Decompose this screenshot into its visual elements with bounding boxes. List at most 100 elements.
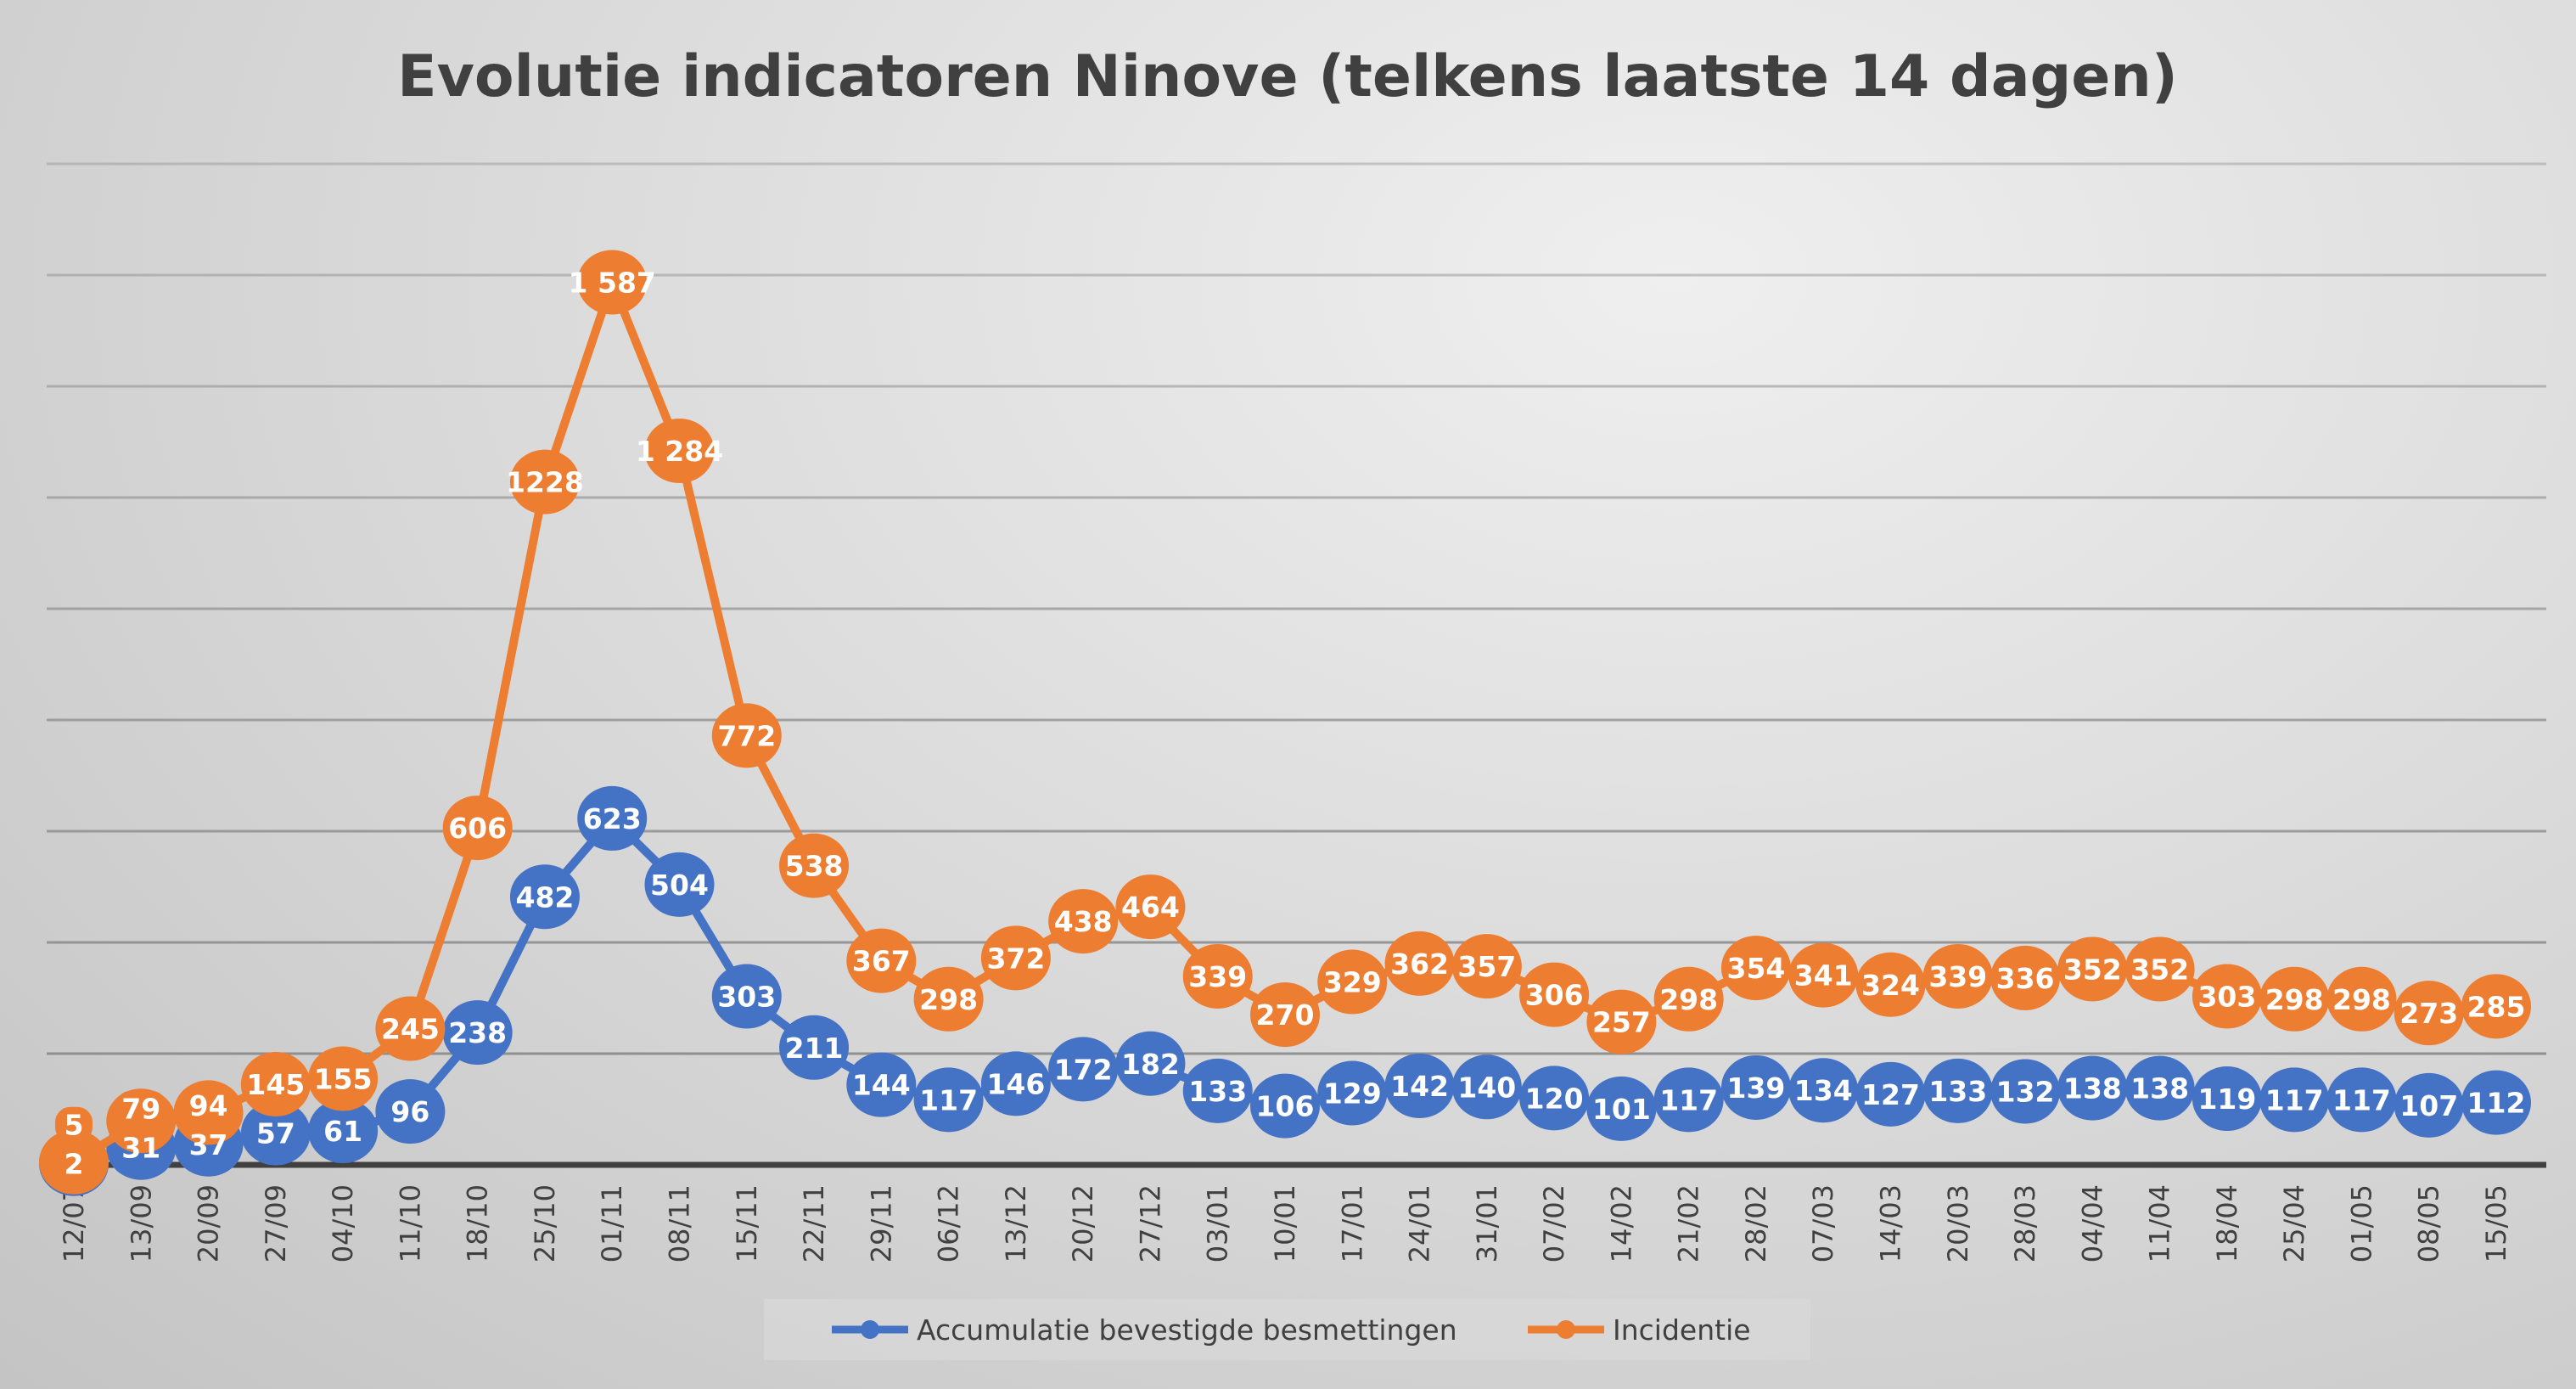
data-label: 303: [717, 981, 776, 1014]
data-label: 1 284: [636, 435, 723, 468]
x-tick-label: 08/05: [2413, 1184, 2445, 1262]
data-point: [1182, 943, 1253, 1009]
data-label: 482: [515, 880, 574, 914]
data-point: [980, 1051, 1051, 1116]
data-point: [1048, 1037, 1119, 1102]
data-point: [913, 966, 984, 1032]
data-label: 57: [256, 1117, 295, 1150]
x-tick-label: 20/12: [1067, 1184, 1099, 1262]
data-label: 146: [986, 1067, 1045, 1100]
x-tick-label: 14/02: [1605, 1184, 1637, 1262]
legend-marker-orange: [1557, 1320, 1575, 1339]
x-tick-label: 12/07: [58, 1184, 90, 1262]
x-tick-label: 11/04: [2144, 1184, 2176, 1262]
x-axis-ticks: 12/07 13/09 20/09 27/09 04/10 11/10 18/10 25/10…: [58, 1184, 2512, 1262]
data-label: 504: [650, 869, 709, 902]
data-label: 172: [1054, 1053, 1113, 1086]
data-point: [1788, 1058, 1859, 1123]
data-label: 285: [2467, 990, 2526, 1023]
data-label: 298: [1659, 983, 1718, 1016]
x-tick-label: 22/11: [798, 1184, 830, 1262]
x-tick-label: 13/12: [1000, 1184, 1032, 1262]
data-label: 352: [2130, 953, 2189, 986]
data-point: [2057, 936, 2128, 1002]
data-label: 238: [448, 1016, 507, 1049]
data-point: [1922, 943, 1993, 1009]
data-point: [442, 796, 513, 861]
data-point: [1115, 1031, 1186, 1096]
data-label: 120: [1525, 1082, 1584, 1115]
legend-marker-blue: [861, 1320, 879, 1339]
data-point: [980, 925, 1051, 991]
data-label: 1 587: [569, 267, 656, 300]
data-point: [442, 1000, 513, 1066]
data-point: [711, 703, 782, 768]
data-point: [1250, 982, 1320, 1048]
x-tick-label: 18/04: [2211, 1184, 2243, 1262]
x-tick-label: 03/01: [1202, 1184, 1234, 1262]
data-label: 61: [323, 1115, 362, 1148]
data-point: [509, 864, 580, 930]
data-label: 134: [1794, 1074, 1853, 1107]
x-tick-label: 01/05: [2345, 1184, 2377, 1262]
data-label: 107: [2399, 1089, 2458, 1122]
data-point: [1384, 931, 1455, 996]
data-point: [2124, 936, 2195, 1002]
data-point: [240, 1100, 311, 1166]
data-label: 329: [1323, 966, 1382, 999]
data-point: [1653, 966, 1724, 1032]
data-label: 117: [919, 1083, 978, 1116]
data-label: 37: [189, 1128, 228, 1161]
data-label: 339: [1928, 960, 1987, 993]
x-tick-label: 14/03: [1875, 1184, 1907, 1262]
data-label-background: [182, 1087, 234, 1123]
x-tick-label: 25/10: [529, 1184, 561, 1262]
data-point: [913, 1067, 984, 1133]
data-label: 352: [2063, 953, 2122, 986]
data-point: [1250, 1073, 1320, 1139]
x-tick-label: 27/12: [1134, 1184, 1166, 1262]
data-label: 133: [1188, 1075, 1247, 1108]
data-label: 5: [65, 1109, 84, 1142]
data-point: [1384, 1053, 1455, 1118]
data-point: [1451, 1054, 1522, 1120]
data-label: 1228: [506, 466, 584, 499]
data-label: 145: [246, 1068, 305, 1101]
data-point: [2192, 1066, 2262, 1132]
x-tick-label: 08/11: [664, 1184, 696, 1262]
data-point: [1048, 889, 1119, 954]
data-point: [2326, 966, 2397, 1032]
data-label: 273: [2399, 997, 2458, 1030]
data-point: [240, 1052, 311, 1117]
data-point: [577, 250, 648, 315]
data-label: 339: [1188, 960, 1247, 993]
data-point: [2394, 1072, 2464, 1138]
data-point: [1182, 1058, 1253, 1123]
x-tick-label: 18/10: [462, 1184, 494, 1262]
data-point: [1855, 952, 1926, 1017]
data-label: 357: [1457, 950, 1516, 983]
data-label: 138: [2130, 1072, 2189, 1105]
data-point: [509, 449, 580, 515]
data-label: 127: [1861, 1078, 1920, 1111]
data-point: [1653, 1067, 1724, 1133]
data-label: 139: [1726, 1071, 1785, 1105]
data-label: 117: [2332, 1083, 2391, 1116]
data-label: 623: [583, 802, 642, 835]
data-label: 112: [2467, 1087, 2526, 1120]
data-label: 298: [919, 983, 978, 1016]
data-point: [1855, 1061, 1926, 1127]
data-point: [1519, 1066, 1590, 1131]
data-label: 341: [1794, 959, 1853, 993]
data-label: 211: [785, 1032, 844, 1065]
data-point: [39, 1129, 109, 1195]
data-point: [1922, 1058, 1993, 1123]
x-tick-label: 10/01: [1269, 1184, 1301, 1262]
x-tick-label: 07/02: [1538, 1184, 1570, 1262]
data-label: 142: [1390, 1070, 1449, 1103]
x-tick-label: 25/04: [2278, 1184, 2310, 1262]
data-point: [644, 852, 715, 917]
